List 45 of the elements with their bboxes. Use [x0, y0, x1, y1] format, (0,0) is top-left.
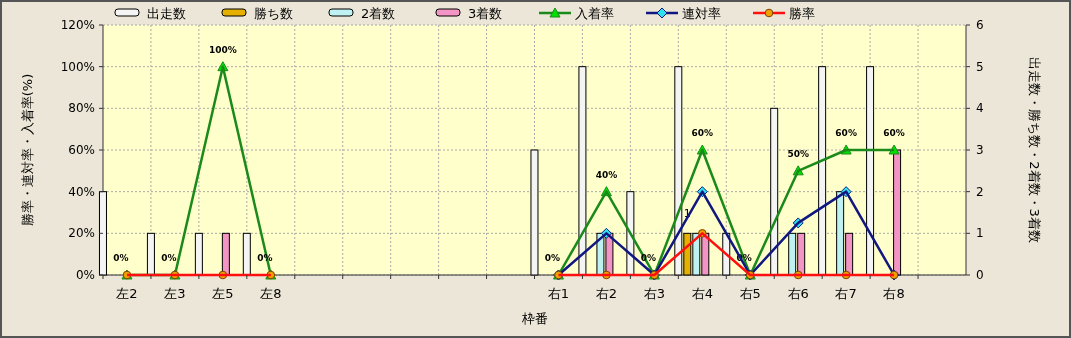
- y2-tick-label: 3: [976, 143, 984, 157]
- data-label: 60%: [835, 128, 857, 138]
- legend-label: 勝ち数: [254, 6, 293, 21]
- x-tick-label: 右8: [883, 286, 905, 301]
- legend-label: 3着数: [468, 6, 503, 21]
- x-tick-label: 左2: [116, 286, 138, 301]
- y-tick-label: 80%: [68, 101, 95, 116]
- legend-label: 勝率: [789, 6, 815, 21]
- x-tick-label: 右1: [547, 286, 570, 301]
- legend-label: 出走数: [147, 6, 186, 21]
- y-axis-title: 勝率・連対率・入着率(%): [20, 73, 35, 227]
- data-label: 0%: [161, 253, 177, 263]
- legend-label: 入着率: [575, 6, 614, 21]
- x-tick-label: 右6: [787, 286, 809, 301]
- x-tick-label: 右5: [739, 286, 761, 301]
- x-tick-label: 左3: [164, 286, 186, 301]
- data-label: 60%: [883, 128, 905, 138]
- x-tick-label: 左5: [212, 286, 234, 301]
- x-tick-label: 左8: [260, 286, 282, 301]
- y-tick-label: 20%: [68, 226, 95, 241]
- data-label: 50%: [787, 148, 809, 159]
- y2-tick-label: 2: [976, 184, 984, 199]
- data-label: 60%: [691, 128, 714, 138]
- y2-tick-label: 6: [976, 18, 984, 32]
- x-tick-label: 右3: [643, 286, 665, 301]
- y2-axis-title: 出走数・勝ち数・2着数・3着数: [1027, 57, 1042, 243]
- data-label: 0%: [113, 253, 129, 263]
- legend-label: 2着数: [361, 6, 396, 21]
- y-tick-label: 100%: [60, 59, 95, 74]
- y-tick-label: 0%: [75, 268, 95, 282]
- x-tick-label: 右7: [835, 286, 857, 301]
- data-label: 0%: [544, 253, 561, 263]
- y2-tick-label: 5: [976, 59, 984, 74]
- y-tick-label: 40%: [68, 184, 95, 199]
- x-axis-title: 枠番: [520, 311, 548, 326]
- y-tick-label: 120%: [60, 18, 95, 32]
- y2-tick-label: 1: [976, 226, 984, 241]
- data-label: 100%: [208, 44, 237, 55]
- y2-tick-label: 0: [976, 268, 984, 282]
- y2-tick-label: 4: [976, 101, 984, 116]
- legend-label: 連対率: [682, 6, 721, 21]
- data-label: 40%: [595, 169, 618, 180]
- x-tick-label: 右4: [691, 286, 713, 301]
- x-tick-label: 右2: [595, 286, 618, 301]
- y-tick-label: 60%: [68, 143, 95, 157]
